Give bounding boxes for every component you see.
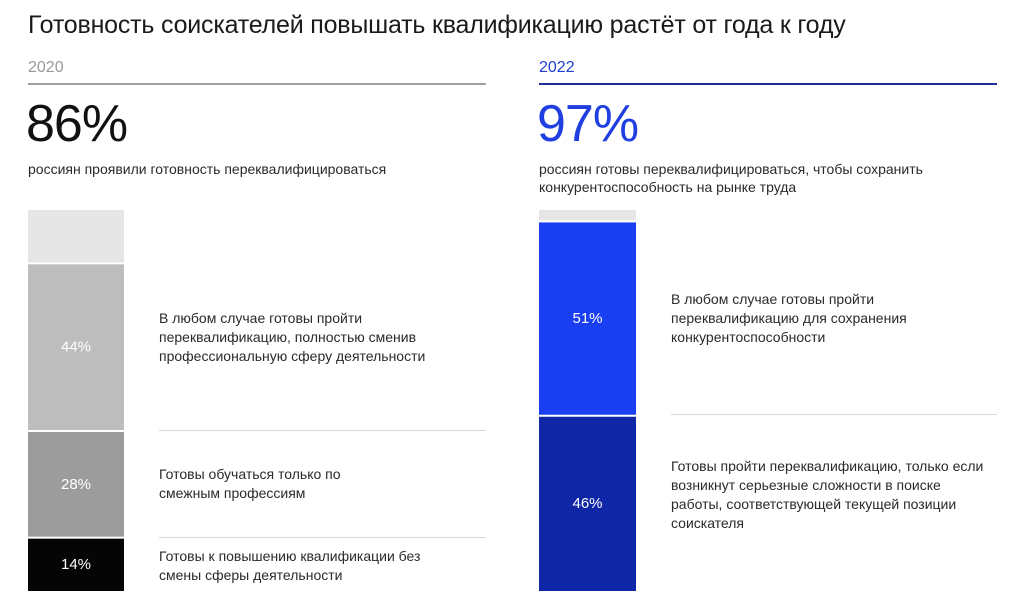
segment-gap bbox=[28, 536, 124, 539]
bar-2020-remainder bbox=[28, 210, 124, 264]
bar-2022-51 bbox=[539, 221, 636, 416]
divider-2022 bbox=[539, 83, 997, 85]
divider-2020 bbox=[28, 83, 486, 85]
bar-2022-46 bbox=[539, 415, 636, 591]
segment-gap bbox=[28, 429, 124, 432]
description-2020-14: Готовы к повышению квалификации без смен… bbox=[159, 548, 421, 583]
separator-2020-2 bbox=[159, 537, 486, 538]
year-label-2022: 2022 bbox=[539, 59, 575, 76]
description-2022-46: Готовы пройти переквалификацию, только е… bbox=[671, 458, 984, 531]
bar-label-2022-51: 51% bbox=[572, 310, 602, 327]
bar-2022-remainder bbox=[539, 210, 636, 222]
page-title: Готовность соискателей повышать квалифик… bbox=[28, 11, 846, 39]
bar-2020-14 bbox=[28, 537, 124, 591]
bar-label-2022-46: 46% bbox=[572, 495, 602, 512]
subtitle-2022: россиян готовы переквалифицироваться, чт… bbox=[539, 161, 923, 195]
description-2020-28: Готовы обучаться только по смежным профе… bbox=[159, 466, 341, 501]
segment-gap bbox=[539, 414, 636, 417]
bar-label-2020-14: 14% bbox=[61, 556, 91, 573]
year-label-2020: 2020 bbox=[28, 59, 64, 76]
subtitle-2020: россиян проявили готовность переквалифиц… bbox=[28, 161, 387, 177]
description-2020-44: В любом случае готовы пройти переквалифи… bbox=[159, 310, 426, 364]
headline-2022: 97% bbox=[537, 95, 639, 153]
segment-gap bbox=[539, 220, 636, 223]
bar-2020-44 bbox=[28, 263, 124, 431]
description-2022-51: В любом случае готовы пройти переквалифи… bbox=[671, 291, 907, 345]
bar-label-2020-28: 28% bbox=[61, 476, 91, 493]
headline-2020: 86% bbox=[26, 95, 128, 153]
separator-2022-1 bbox=[671, 414, 997, 415]
bar-label-2020-44: 44% bbox=[61, 339, 91, 356]
separator-2020-1 bbox=[159, 430, 486, 431]
bar-2020-28 bbox=[28, 430, 124, 538]
segment-gap bbox=[28, 262, 124, 265]
